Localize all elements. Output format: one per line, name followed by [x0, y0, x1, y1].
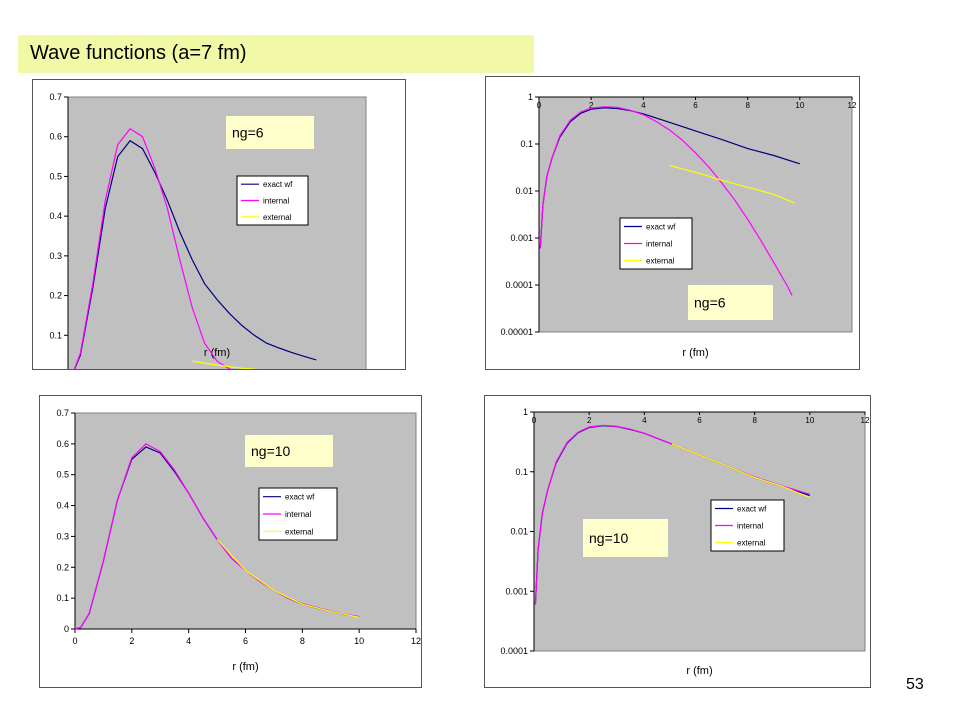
- legend-entry: internal: [737, 522, 763, 531]
- y-tick-label: 0.2: [56, 562, 69, 572]
- slide-title: Wave functions (a=7 fm): [30, 42, 247, 64]
- y-tick-label: 0.01: [510, 527, 528, 537]
- chart-bottom-right: 0.0001 0.001 0.01 0.1 1 0 2 4 6 8 10 12 r (fm) ng=10 e…: [484, 395, 871, 688]
- y-tick-label: 0.1: [56, 593, 69, 603]
- y-tick-label: 0.1: [515, 467, 528, 477]
- ng-label: ng=6: [694, 295, 726, 311]
- series-line-internal: [73, 128, 232, 369]
- x-axis-label: r (fm): [682, 347, 708, 359]
- y-tick-label: 0.001: [510, 233, 533, 243]
- x-tick-label: 10: [354, 636, 364, 646]
- legend-entry: external: [263, 213, 292, 222]
- y-tick-label: 0.1: [49, 330, 62, 340]
- chart-top-right: 0.00001 0.0001 0.001 0.01 0.1 1 0 2 4 6 8 10 12 r (fm…: [485, 76, 860, 370]
- x-tick-label: 10: [805, 416, 814, 425]
- y-tick-label: 0.5: [56, 470, 69, 480]
- x-tick-label: 10: [795, 101, 804, 110]
- series-line-internal: [539, 106, 793, 296]
- x-tick-label: 2: [589, 101, 594, 110]
- y-tick-label: 0.7: [56, 408, 69, 418]
- x-tick-label: 6: [693, 101, 698, 110]
- chart-svg: 0 0.1 0.2 0.3 0.4 0.5 0.6 0.7 0 2 4 6 8 10 12 r (fm) ng=…: [56, 408, 421, 673]
- x-tick-label: 4: [186, 636, 191, 646]
- x-tick-label: 2: [587, 416, 592, 425]
- legend-entry: exact wf: [263, 180, 293, 189]
- legend-entry: internal: [263, 197, 289, 206]
- legend-entry: exact wf: [646, 223, 676, 232]
- ng-label-box: [226, 116, 314, 149]
- x-axis-label: r (fm): [686, 665, 712, 677]
- x-tick-label: 8: [745, 101, 750, 110]
- y-tick-label: 0.1: [520, 139, 533, 149]
- x-tick-label: 8: [752, 416, 757, 425]
- x-axis-label: r (fm): [204, 347, 230, 359]
- y-tick-label: 0.4: [56, 501, 69, 511]
- title-banner: Wave functions (a=7 fm): [18, 35, 534, 73]
- series-line-external: [671, 443, 811, 499]
- y-tick-label: 0.6: [49, 132, 62, 142]
- y-tick-label: 0.0001: [500, 646, 528, 656]
- x-axis-label: r (fm): [232, 661, 258, 673]
- ng-label: ng=10: [251, 443, 291, 459]
- x-tick-label: 4: [642, 416, 647, 425]
- x-tick-label: 6: [243, 636, 248, 646]
- y-tick-label: 0.4: [49, 211, 62, 221]
- x-tick-label: 4: [641, 101, 646, 110]
- page-number: 53: [906, 676, 924, 693]
- y-tick-label: 0.5: [49, 171, 62, 181]
- legend-entry: internal: [285, 510, 311, 519]
- series-line-external: [216, 539, 360, 618]
- y-tick-label: 0.001: [505, 586, 528, 596]
- legend-entry: exact wf: [737, 505, 767, 514]
- x-tick-label: 2: [129, 636, 134, 646]
- ng-label-box: [583, 519, 668, 557]
- chart-svg: 0.0001 0.001 0.01 0.1 10 2 4 6 8 10 12 r (fm) ng=10 e…: [500, 407, 870, 677]
- y-tick-label: 0.3: [49, 251, 62, 261]
- y-tick-label: 0.0001: [505, 280, 533, 290]
- series-line-external: [192, 360, 260, 369]
- legend-entry: exact wf: [285, 493, 315, 502]
- y-tick-label: 0.2: [49, 291, 62, 301]
- series-line-external: [669, 164, 795, 204]
- x-tick-label: 8: [300, 636, 305, 646]
- x-tick-label: 0: [532, 416, 537, 425]
- ng-label-box: [688, 285, 773, 320]
- chart-svg: 0.00001 0.0001 0.001 0.01 0.1 10 2 4 6 8 10 12 r (fm…: [500, 92, 857, 359]
- x-tick-label: 0: [537, 101, 542, 110]
- legend-entry: external: [285, 527, 314, 536]
- ng-label: ng=10: [589, 530, 629, 546]
- x-tick-label: 12: [861, 416, 870, 425]
- ng-label-box: [245, 435, 333, 467]
- y-tick-label: 1: [528, 92, 533, 102]
- legend-entry: external: [646, 257, 675, 266]
- chart-bottom-left: 0 0.1 0.2 0.3 0.4 0.5 0.6 0.7 0 2 4 6 8 10 12 r (fm) ng=…: [39, 395, 422, 688]
- x-tick-label: 0: [72, 636, 77, 646]
- y-tick-label: 0: [64, 624, 69, 634]
- y-tick-label: 0.00001: [500, 327, 533, 337]
- plot-area: [67, 96, 367, 369]
- legend-entry: external: [737, 539, 766, 548]
- y-tick-label: 0.01: [515, 186, 533, 196]
- legend-entry: internal: [646, 240, 672, 249]
- y-tick-label: 0.7: [49, 92, 62, 102]
- x-tick-label: 6: [697, 416, 702, 425]
- x-tick-label: 12: [411, 636, 421, 646]
- y-tick-label: 1: [523, 407, 528, 417]
- x-tick-label: 12: [848, 101, 857, 110]
- series-line-exact-wf: [74, 139, 317, 369]
- y-tick-label: 0.6: [56, 439, 69, 449]
- ng-label: ng=6: [232, 125, 264, 141]
- y-tick-label: 0.3: [56, 531, 69, 541]
